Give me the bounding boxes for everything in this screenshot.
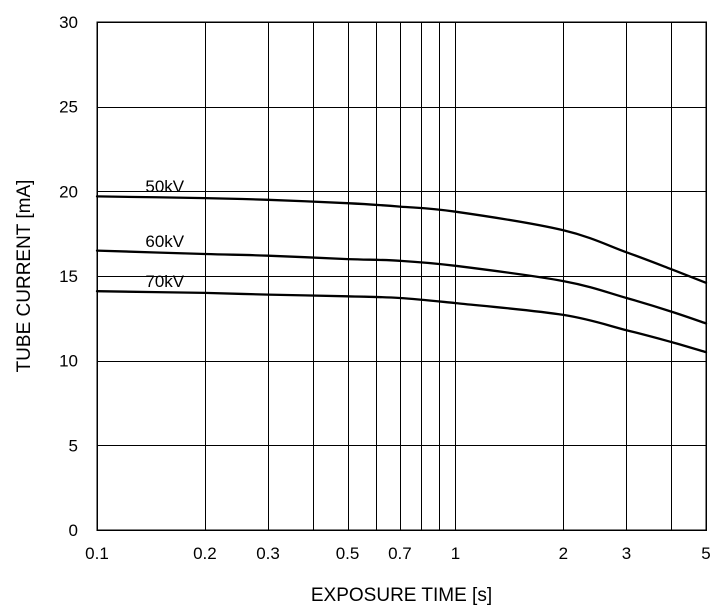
series-labels: 50kV 60kV 70kV — [145, 177, 184, 291]
series-label-70kv: 70kV — [145, 272, 184, 291]
series-line-70kv — [95, 290, 708, 354]
series-line-50kv — [95, 195, 708, 284]
series-label-60kv: 60kV — [145, 232, 184, 251]
y-tick-label: 5 — [69, 436, 78, 455]
x-tick-label: 1 — [451, 544, 460, 563]
series-label-50kv: 50kV — [145, 177, 184, 196]
plot-area — [96, 21, 707, 531]
y-tick-label: 15 — [59, 267, 78, 286]
y-axis-ticks: 0 5 10 15 20 25 30 — [59, 13, 78, 540]
grid — [97, 22, 707, 531]
x-tick-label: 0.7 — [388, 544, 412, 563]
x-tick-label: 0.3 — [256, 544, 280, 563]
y-tick-label: 0 — [69, 521, 78, 540]
x-tick-label: 2 — [559, 544, 568, 563]
x-tick-label: 0.1 — [85, 544, 109, 563]
y-axis-title: TUBE CURRENT [mA] — [14, 180, 35, 373]
x-axis-title: EXPOSURE TIME [s] — [311, 585, 492, 606]
y-tick-label: 25 — [59, 98, 78, 117]
x-tick-label: 3 — [622, 544, 631, 563]
y-tick-label: 20 — [59, 182, 78, 201]
series-line-60kv — [95, 249, 708, 325]
y-tick-label: 30 — [59, 13, 78, 32]
x-tick-label: 5 — [701, 544, 710, 563]
y-tick-label: 10 — [59, 352, 78, 371]
x-axis-ticks: 0.1 0.2 0.3 0.5 0.7 1 2 3 5 — [85, 544, 711, 563]
x-tick-label: 0.5 — [336, 544, 360, 563]
x-tick-label: 0.2 — [193, 544, 217, 563]
series-lines — [95, 195, 708, 354]
